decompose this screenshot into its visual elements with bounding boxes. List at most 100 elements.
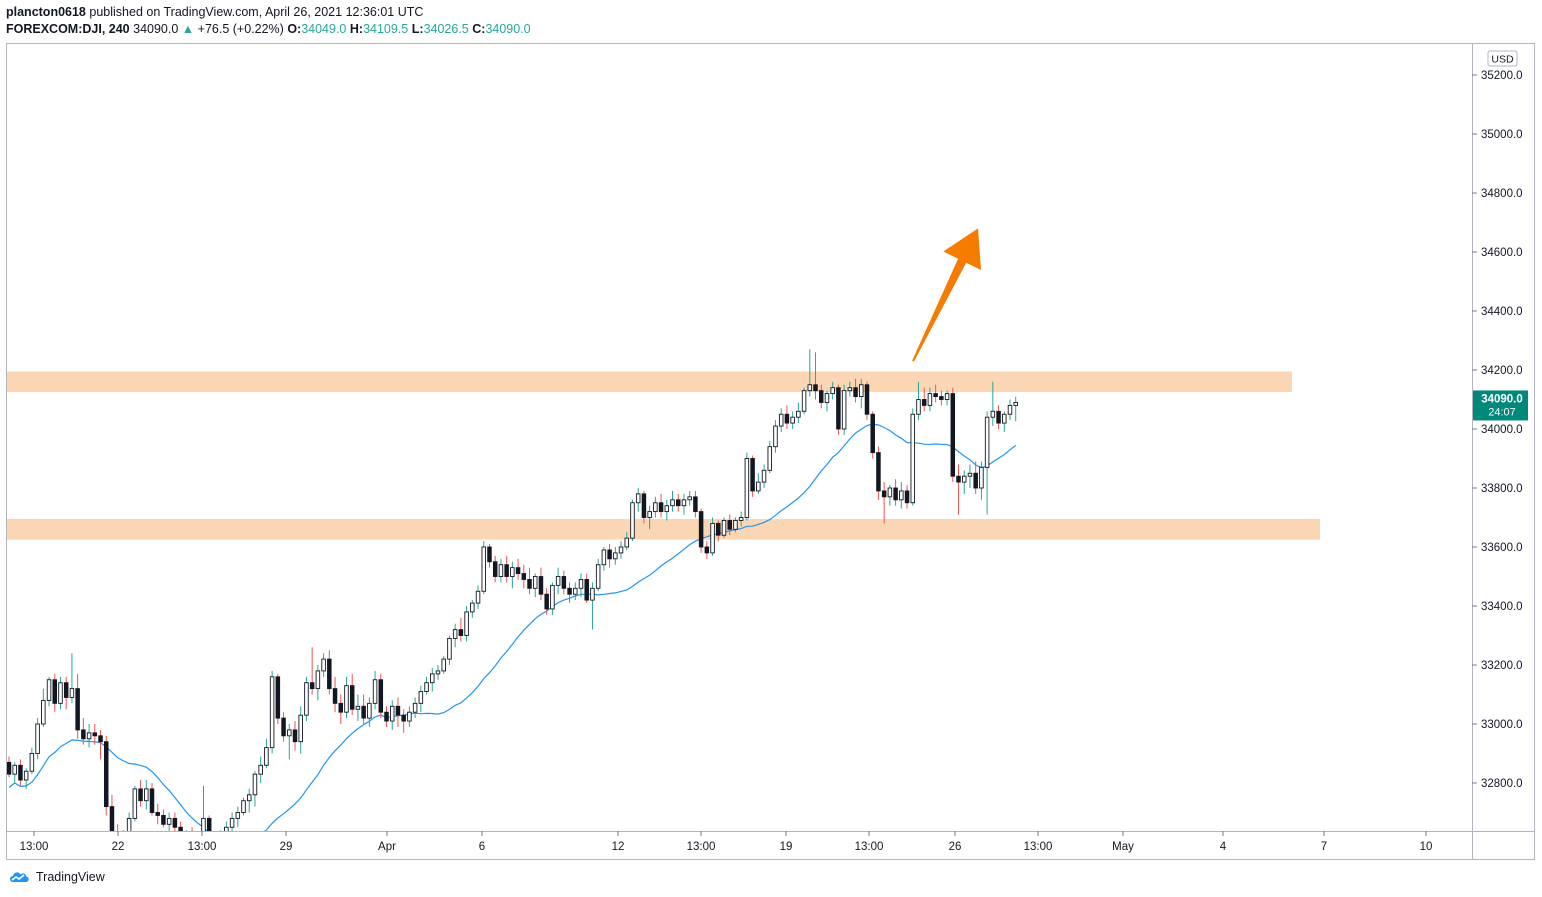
sr-zone-2[interactable] [7,518,1320,540]
candle [220,830,222,831]
currency-badge[interactable]: USD [1487,50,1518,67]
candle [841,384,847,435]
candle [12,762,17,783]
high-label: H: [349,22,364,36]
candle-body [515,567,521,575]
price-axis[interactable]: 35200.0 35000.0 34800.0 34600.0 34400.0 34200… [1472,70,1523,790]
candle [881,482,887,524]
candle-body [321,658,326,672]
candle-body [613,552,618,560]
candle [298,706,303,754]
candle-body [361,705,366,719]
candle-body [355,705,361,710]
low-value: 34026.5 [423,22,469,36]
candle [990,381,996,427]
last-price: 34090.0 [133,22,179,36]
candle [23,768,29,789]
candle [830,381,835,400]
time-axis[interactable]: 13:00 22 13:00 29 Apr 6 12 13:00 19 13:00 26 13:00 M… [20,831,1433,853]
candle [624,532,630,550]
candle-body [864,384,870,415]
sr-zone-1[interactable] [7,371,1292,393]
candle [847,381,853,397]
candle [996,405,1001,429]
candle-body [504,564,509,577]
candle [515,558,521,580]
candle-body [967,472,973,477]
candle [52,673,58,713]
candle-body [979,466,984,489]
candle [41,688,46,727]
candle-body [269,676,275,749]
candle [836,384,841,435]
candle [498,558,504,583]
candle-body [881,490,887,498]
candle-body [298,714,303,743]
candle [264,738,269,769]
candle [367,697,372,727]
candle [1002,411,1007,432]
candle-body [573,587,578,595]
candle-body [887,487,893,498]
footer-brand[interactable]: TradingView [8,870,105,884]
candle-body [590,587,595,601]
candle-body [618,546,624,554]
candle-body [172,817,178,828]
candle-body [86,732,92,740]
candle [424,676,429,695]
candle [69,653,75,704]
candle [201,785,206,831]
candle-body [487,546,492,563]
price-tick-label: 34200.0 [1481,365,1523,377]
candle-body [996,410,1001,424]
candle-body [624,537,630,548]
last-price-tag: 34090.0 24:07 [1473,390,1528,421]
candle-body [81,729,86,740]
candle-body [327,658,332,690]
candle-body [527,579,532,589]
low-label: L: [411,22,424,36]
candle [7,756,12,778]
candle-body [841,390,847,430]
candle-body [876,452,881,492]
high-value: 34109.5 [363,22,409,36]
candle-body [275,676,281,719]
candle [327,650,332,695]
candle [761,464,767,488]
publish-info: plancton0618 published on TradingView.co… [6,5,423,19]
trend-arrow[interactable] [912,228,981,362]
candle [109,794,115,831]
candle-body [687,496,692,501]
price-tick-label: 34400.0 [1481,306,1523,318]
candle-body [921,399,927,406]
candle [647,505,652,530]
candle-body [893,487,898,501]
candle [98,729,103,760]
candle [641,490,647,524]
candle-body [716,522,721,536]
close-value: 34090.0 [485,22,531,36]
candle [973,461,978,494]
candle [956,464,961,515]
symbol-name[interactable]: FOREXCOM:DJI, 240 [6,22,130,36]
candle [756,473,761,494]
candle-body [441,658,446,672]
candle [573,582,578,601]
time-tick-label: 29 [280,841,293,853]
price-tick-label: 34000.0 [1481,424,1523,436]
open-value: 34049.0 [301,22,347,36]
candle [275,673,281,724]
candle [372,670,378,710]
candle [607,544,612,568]
candle [126,812,132,831]
author-name[interactable]: plancton0618 [6,5,86,19]
candle-body [813,384,818,392]
price-tick-label: 33800.0 [1481,483,1523,495]
candle [979,461,984,500]
candle-body [538,576,544,595]
candle [338,694,344,724]
candle-body [98,735,103,743]
candle-body [103,741,109,808]
candle [389,700,395,730]
